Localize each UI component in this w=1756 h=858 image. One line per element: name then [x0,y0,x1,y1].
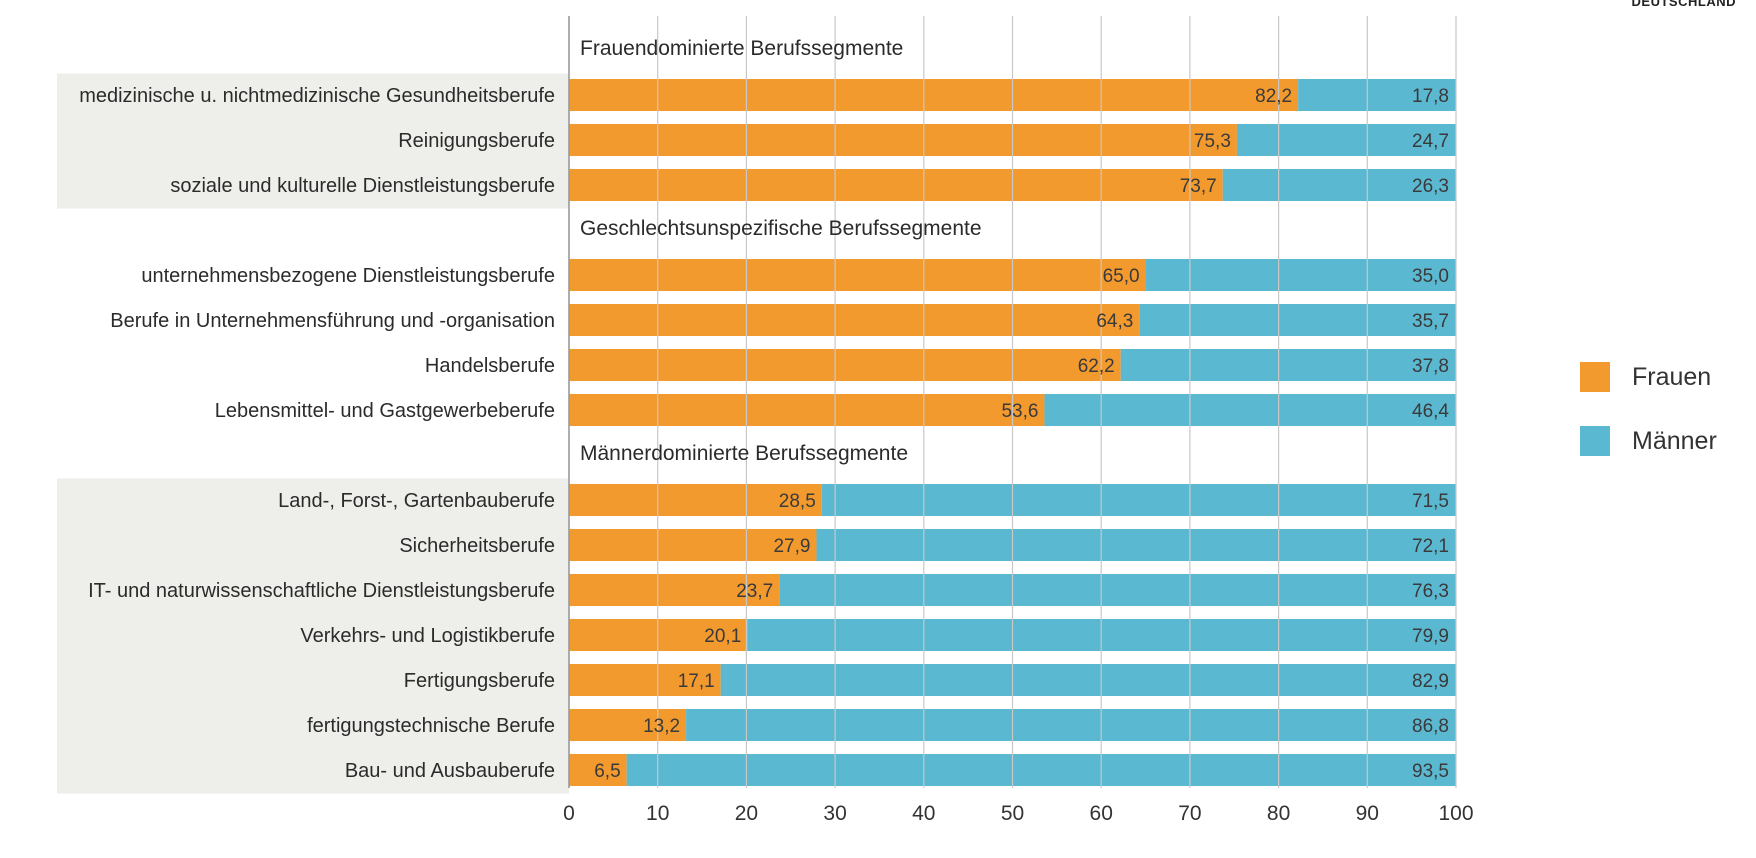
bar-frauen [569,79,1299,111]
value-label-maenner: 82,9 [1412,671,1449,692]
x-tick-label: 60 [1090,802,1113,825]
bar-maenner [816,529,1456,561]
bar-maenner [720,664,1456,696]
group-bands [57,73,569,794]
value-label-frauen: 17,1 [678,671,715,692]
bar-maenner [1222,169,1456,201]
bar-frauen [569,304,1140,336]
legend: Frauen Männer [1580,362,1717,490]
value-label-maenner: 79,9 [1412,626,1449,647]
category-label: IT- und naturwissenschaftliche Dienstlei… [88,580,555,602]
x-tick-label: 100 [1438,802,1473,825]
category-label: Reinigungsberufe [398,130,555,152]
legend-item-maenner: Männer [1580,426,1717,456]
category-label: Fertigungsberufe [404,670,555,692]
value-label-maenner: 26,3 [1412,176,1449,197]
bar-maenner [626,754,1456,786]
bar-maenner [779,574,1456,606]
value-label-frauen: 73,7 [1180,176,1217,197]
category-label: Handelsberufe [425,355,555,377]
category-label: Verkehrs- und Logistikberufe [300,625,555,647]
value-label-maenner: 35,7 [1412,311,1449,332]
value-label-frauen: 13,2 [643,716,680,737]
value-label-frauen: 62,2 [1078,356,1115,377]
value-label-frauen: 20,1 [704,626,741,647]
bar-frauen [569,664,721,696]
bar-frauen [569,529,817,561]
legend-swatch-frauen [1580,362,1610,392]
value-label-frauen: 65,0 [1103,266,1140,287]
x-tick-label: 90 [1356,802,1379,825]
x-tick-label: 80 [1267,802,1290,825]
category-label: soziale und kulturelle Dienstleistungsbe… [170,175,555,197]
value-label-frauen: 23,7 [736,581,773,602]
value-label-maenner: 72,1 [1412,536,1449,557]
bar-maenner [1120,349,1456,381]
group-band [57,73,569,209]
value-label-maenner: 93,5 [1412,761,1449,782]
group-band [57,478,569,794]
bar-maenner [1236,124,1456,156]
value-label-maenner: 71,5 [1412,491,1449,512]
group-label: Frauendominierte Berufssegmente [580,37,903,60]
x-tick-label: 0 [563,802,575,825]
bar-maenner [1139,304,1456,336]
bar-frauen [569,754,627,786]
x-axis-ticks: 0 10 20 30 40 50 60 70 80 90 100 [563,802,1473,825]
category-label: Sicherheitsberufe [399,535,555,557]
group-label: Geschlechtsunspezifische Berufssegmente [580,217,982,240]
bar-frauen [569,259,1146,291]
bar-maenner [1044,394,1456,426]
category-label: Land-, Forst-, Gartenbauberufe [278,490,555,512]
x-tick-label: 10 [646,802,669,825]
value-label-frauen: 6,5 [594,761,620,782]
labels: Frauendominierte Berufssegmente medizinis… [79,37,1449,782]
value-label-maenner: 86,8 [1412,716,1449,737]
group-label: Männerdominierte Berufssegmente [580,442,908,465]
x-tick-label: 20 [735,802,758,825]
value-label-frauen: 75,3 [1194,131,1231,152]
value-label-maenner: 24,7 [1412,131,1449,152]
value-label-maenner: 17,8 [1412,86,1449,107]
bar-maenner [686,709,1456,741]
bars [569,79,1456,786]
gridlines [568,16,1457,788]
value-label-maenner: 76,3 [1412,581,1449,602]
legend-label-maenner: Männer [1632,426,1717,455]
x-tick-label: 50 [1001,802,1024,825]
value-label-maenner: 37,8 [1412,356,1449,377]
category-label: Lebensmittel- und Gastgewerbeberufe [215,400,555,422]
value-label-maenner: 35,0 [1412,266,1449,287]
category-label: fertigungstechnische Berufe [307,715,555,737]
value-label-frauen: 28,5 [779,491,816,512]
value-label-frauen: 82,2 [1255,86,1292,107]
bar-frauen [569,484,822,516]
bar-frauen [569,394,1045,426]
bar-maenner [821,484,1456,516]
x-tick-label: 40 [912,802,935,825]
bar-maenner [1145,259,1456,291]
value-label-frauen: 27,9 [773,536,810,557]
category-label: Berufe in Unternehmensführung und -organ… [110,310,555,332]
bar-frauen [569,709,687,741]
corner-label: DEUTSCHLAND [1631,0,1736,9]
bar-frauen [569,124,1237,156]
bar-frauen [569,349,1121,381]
bar-maenner [1298,79,1456,111]
value-label-frauen: 53,6 [1001,401,1038,422]
x-tick-label: 30 [823,802,846,825]
legend-swatch-maenner [1580,426,1610,456]
category-label: Bau- und Ausbauberufe [345,760,555,782]
value-label-frauen: 64,3 [1096,311,1133,332]
bar-frauen [569,169,1223,201]
legend-label-frauen: Frauen [1632,362,1712,391]
bar-frauen [569,574,780,606]
category-label: medizinische u. nichtmedizinische Gesund… [79,85,555,107]
legend-item-frauen: Frauen [1580,362,1717,392]
value-label-maenner: 46,4 [1412,401,1449,422]
x-tick-label: 70 [1178,802,1201,825]
category-label: unternehmensbezogene Dienstleistungsberu… [141,265,555,287]
